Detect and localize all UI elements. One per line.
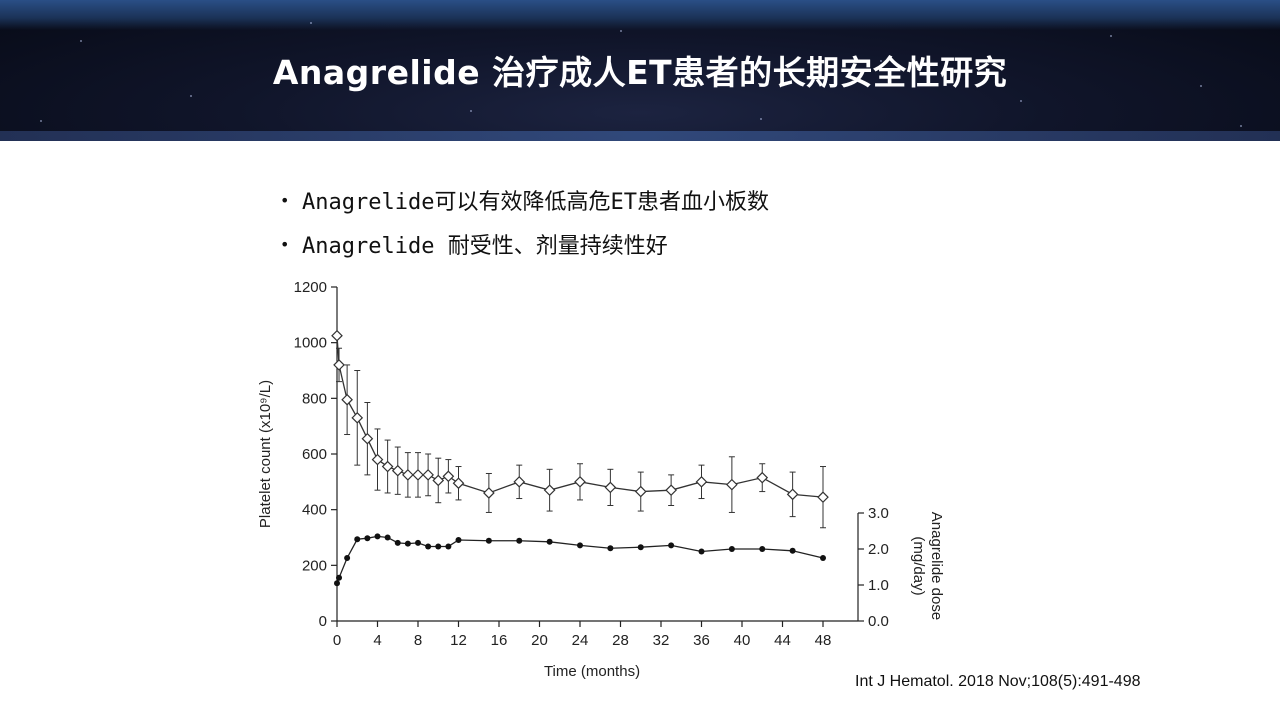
x-tick-label: 4 <box>373 632 381 649</box>
platelet-point <box>634 485 647 498</box>
x-tick-label: 44 <box>774 632 791 649</box>
x-axis-label: Time (months) <box>544 663 640 680</box>
header-top-band <box>0 0 1280 30</box>
bullet-text: Anagrelide 耐受性、剂量持续性好 <box>302 234 668 259</box>
platelet-point <box>756 471 769 484</box>
y2-axis-label: Anagrelide dose(mg/day) <box>910 512 945 620</box>
platelet-point <box>817 491 829 503</box>
platelet-point <box>371 453 384 466</box>
bullet-item: • Anagrelide 耐受性、剂量持续性好 <box>280 222 769 266</box>
dose-point <box>728 546 735 552</box>
platelet-point <box>726 478 738 491</box>
bullet-list: • Anagrelide可以有效降低高危ET患者血小板数 • Anagrelid… <box>280 178 769 266</box>
platelet-point <box>361 432 374 445</box>
platelet-point <box>412 469 424 481</box>
platelet-point <box>483 487 495 499</box>
y-tick-label: 600 <box>302 446 327 463</box>
dose-point <box>546 538 553 545</box>
platelet-point <box>402 469 414 481</box>
platelet-point <box>333 359 345 371</box>
y-tick-label: 200 <box>302 557 327 574</box>
dose-point <box>759 546 766 552</box>
y2-tick-label: 1.0 <box>868 577 889 594</box>
x-tick-label: 32 <box>653 632 670 649</box>
dose-point <box>698 548 705 555</box>
x-tick-label: 28 <box>612 632 629 649</box>
header-bottom-edge <box>0 131 1280 141</box>
y-tick-label: 1000 <box>294 335 327 352</box>
platelet-point <box>351 411 364 424</box>
y-tick-label: 1200 <box>294 279 327 296</box>
y-tick-label: 400 <box>302 502 327 519</box>
platelet-point <box>604 481 617 494</box>
slide-header: Anagrelide 治疗成人ET患者的长期安全性研究 <box>0 0 1280 141</box>
dose-point <box>607 545 614 552</box>
dose-point <box>789 547 796 554</box>
dose-point <box>455 537 462 543</box>
y2-tick-label: 3.0 <box>868 505 889 522</box>
x-tick-label: 8 <box>414 632 422 649</box>
dose-point <box>435 543 442 550</box>
y2-tick-label: 0.0 <box>868 613 889 630</box>
dose-point <box>820 555 826 561</box>
dose-point <box>577 542 583 549</box>
slide-title: Anagrelide 治疗成人ET患者的长期安全性研究 <box>272 53 1008 92</box>
platelet-point <box>432 474 445 487</box>
dose-point <box>354 536 361 543</box>
x-tick-label: 48 <box>815 632 832 649</box>
dose-point <box>334 580 340 587</box>
dose-point <box>384 534 391 541</box>
citation: Int J Hematol. 2018 Nov;108(5):491-498 <box>855 673 1141 690</box>
x-tick-label: 0 <box>333 632 341 649</box>
platelet-point <box>381 460 394 473</box>
y-tick-label: 800 <box>302 390 327 407</box>
platelet-point <box>341 393 353 406</box>
bullet-dot: • <box>280 190 290 210</box>
dose-point <box>336 574 343 581</box>
platelet-point <box>513 475 526 488</box>
y-axis-label: Platelet count (x10⁹/L) <box>257 380 274 528</box>
platelet-point <box>452 477 465 490</box>
dose-point <box>485 537 492 544</box>
dose-point <box>516 537 523 544</box>
y-tick-label: 0 <box>319 613 327 630</box>
platelet-point <box>331 329 343 342</box>
x-tick-label: 24 <box>572 632 589 649</box>
platelet-point <box>442 470 455 483</box>
dose-point <box>364 535 371 542</box>
y2-tick-label: 2.0 <box>868 541 889 558</box>
x-tick-label: 12 <box>450 632 467 649</box>
dose-point <box>394 539 401 546</box>
bullet-dot: • <box>280 234 290 254</box>
dose-point <box>374 533 381 540</box>
x-tick-label: 16 <box>491 632 508 649</box>
dose-point <box>344 555 351 561</box>
platelet-point <box>695 475 708 488</box>
x-tick-label: 40 <box>734 632 751 649</box>
platelet-point <box>574 475 586 488</box>
x-tick-label: 20 <box>531 632 548 649</box>
dose-point <box>415 539 421 546</box>
platelet-point <box>422 469 434 481</box>
dose-point <box>668 542 675 549</box>
dose-point <box>404 540 411 547</box>
platelet-point <box>665 484 677 497</box>
dose-point <box>637 544 644 551</box>
bullet-text: Anagrelide可以有效降低高危ET患者血小板数 <box>302 190 769 215</box>
bullet-item: • Anagrelide可以有效降低高危ET患者血小板数 <box>280 178 769 222</box>
platelet-point <box>543 484 556 497</box>
dose-point <box>445 543 452 550</box>
platelet-point <box>391 464 404 477</box>
platelet-point <box>786 488 799 501</box>
dose-point <box>425 543 432 550</box>
x-tick-label: 36 <box>693 632 710 649</box>
